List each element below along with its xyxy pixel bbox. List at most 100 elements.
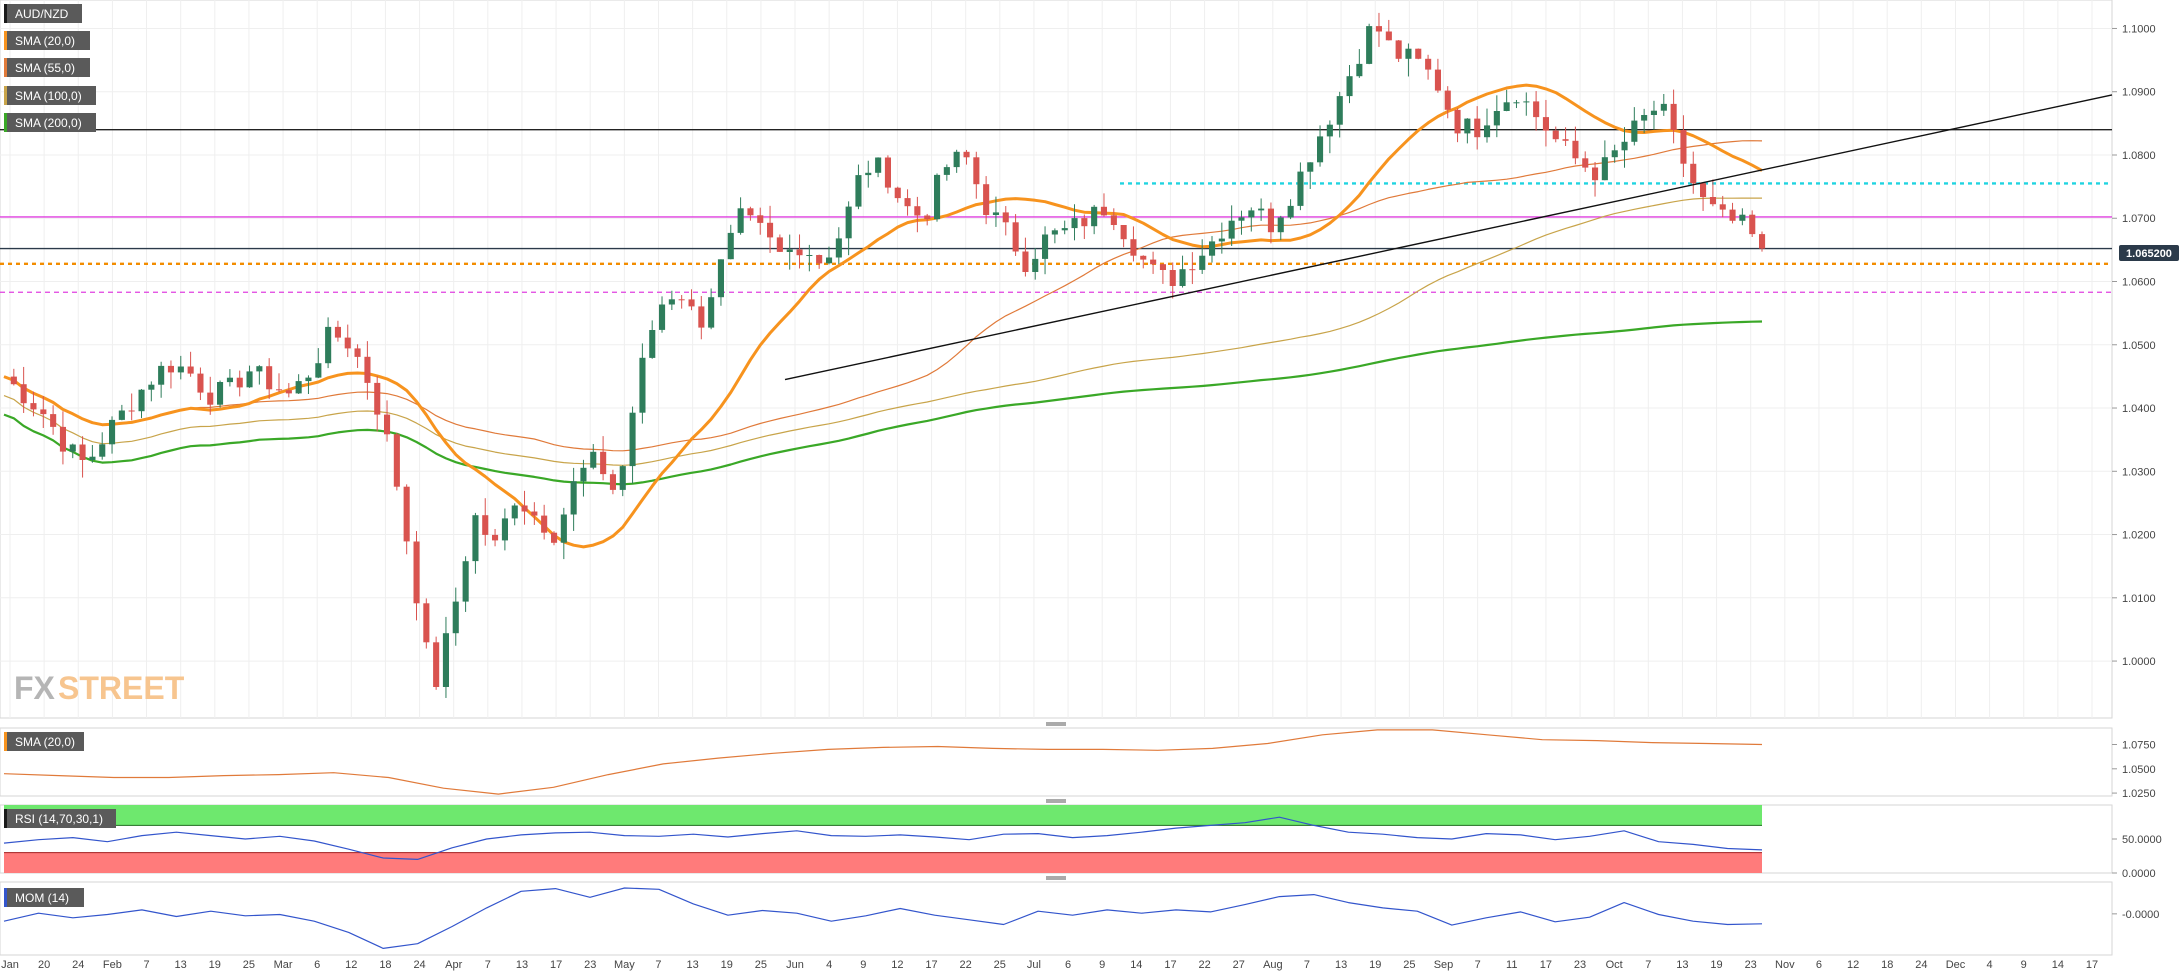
candle-body [1209, 241, 1216, 256]
candle-body [845, 206, 852, 239]
candle-body [1356, 63, 1363, 77]
candle-body [1425, 58, 1432, 70]
y-tick-label: 1.0750 [2122, 740, 2156, 752]
candle-body [1159, 264, 1166, 270]
candle-body [904, 198, 911, 207]
panel-resize-handle[interactable] [1046, 799, 1066, 803]
last-price-tag: 1.065200 [2119, 245, 2179, 261]
candle-body [1523, 101, 1530, 103]
x-tick-label: 4 [826, 959, 832, 971]
candle-body [1248, 210, 1255, 218]
candle-body [796, 249, 803, 256]
x-tick-label: Mar [274, 959, 293, 971]
x-tick-label: 23 [584, 959, 596, 971]
x-tick-label: 24 [1915, 959, 1927, 971]
candle-body [1130, 239, 1137, 256]
x-tick-label: Jan [1, 959, 19, 971]
candle-body [40, 409, 47, 415]
legend-mom[interactable]: MOM (14) [4, 888, 84, 907]
candle-body [1002, 212, 1009, 223]
trendline-line [784, 94, 2113, 381]
candle-body [433, 642, 440, 687]
candle-body [1601, 157, 1608, 181]
x-tick-label: Jul [1027, 959, 1041, 971]
trendline[interactable] [784, 94, 2113, 381]
candle-body [1228, 220, 1235, 239]
x-tick-label: 20 [38, 959, 50, 971]
candle-body [737, 208, 744, 233]
legend-instrument[interactable]: AUD/NZD [4, 4, 82, 23]
y-tick-label: 1.0600 [2122, 277, 2156, 289]
y-tick-label: 1.0800 [2122, 150, 2156, 162]
candle-body [884, 157, 891, 188]
y-tick-label: 1.1000 [2122, 23, 2156, 35]
y-tick-label: 0.0000 [2122, 868, 2156, 880]
x-tick-label: 18 [1881, 959, 1893, 971]
candle-body [1680, 130, 1687, 164]
candle-body [1375, 26, 1382, 32]
candle-body [325, 326, 332, 364]
x-tick-label: 11 [1506, 959, 1517, 971]
x-tick-label: 13 [516, 959, 528, 971]
panel-resize-handle[interactable] [1046, 722, 1066, 726]
legend-sub-sma20[interactable]: SMA (20,0) [4, 732, 84, 751]
candle-body [1317, 136, 1324, 163]
x-tick-label: 25 [994, 959, 1006, 971]
candle-body [1660, 103, 1667, 111]
candle-body [826, 257, 833, 264]
candle-body [1071, 218, 1078, 229]
legend-rsi[interactable]: RSI (14,70,30,1) [4, 809, 116, 828]
candle-body [79, 444, 86, 460]
legend-sma20[interactable]: SMA (20,0) [4, 31, 90, 50]
x-tick-label: 17 [1164, 959, 1176, 971]
candle-body [708, 297, 715, 328]
candle-body [148, 384, 155, 390]
candle-body [1287, 205, 1294, 218]
x-tick-label: 17 [1540, 959, 1552, 971]
candle-body [1493, 111, 1500, 126]
candle-body [1100, 206, 1107, 216]
panel-resize-handle[interactable] [1046, 876, 1066, 880]
x-tick-label: Feb [103, 959, 122, 971]
candle-body [649, 330, 656, 358]
svg-text:SMA (55,0): SMA (55,0) [15, 61, 75, 75]
x-tick-label: 23 [1574, 959, 1586, 971]
y-tick-label: 1.0400 [2122, 403, 2156, 415]
candle-body [629, 412, 636, 467]
candle-body [1700, 183, 1707, 197]
candle-body [226, 377, 233, 383]
candle-body [816, 255, 823, 264]
legend-sma55[interactable]: SMA (55,0) [4, 58, 90, 77]
x-tick-label: 7 [655, 959, 661, 971]
svg-text:RSI (14,70,30,1): RSI (14,70,30,1) [15, 812, 103, 826]
candle-body [639, 357, 646, 413]
horizontal-levels [0, 128, 2112, 293]
candle-body [1611, 150, 1618, 158]
candle-body [659, 304, 666, 330]
logo-street: STREET [58, 670, 185, 706]
svg-text:SMA (20,0): SMA (20,0) [15, 735, 75, 749]
rsi-overbought-zone [4, 805, 1762, 826]
candle-body [786, 249, 793, 252]
candle-body [1238, 217, 1245, 221]
x-tick-label: 19 [1710, 959, 1722, 971]
x-tick-label: 14 [2052, 959, 2064, 971]
candle-body [924, 215, 931, 220]
candle-body [875, 157, 882, 173]
candle-body [894, 187, 901, 199]
candle-body [462, 561, 469, 602]
x-tick-label: 19 [1369, 959, 1381, 971]
x-tick-label: 12 [1847, 959, 1859, 971]
candle-body [1405, 48, 1412, 59]
y-tick-label: 1.0100 [2122, 593, 2156, 605]
candle-body [934, 174, 941, 220]
y-tick-label: 1.0250 [2122, 788, 2156, 800]
legend-sma100[interactable]: SMA (100,0) [4, 86, 96, 105]
candle-body [1012, 222, 1019, 252]
candle-body [1297, 171, 1304, 206]
x-axis-labels: Jan 20 24 Feb 7 13 19 25 Mar 6 12 18 24 Apr 7 13 17 23 May… [1, 959, 2098, 971]
candle-body [1572, 140, 1579, 159]
legend-sma200[interactable]: SMA (200,0) [4, 113, 96, 132]
